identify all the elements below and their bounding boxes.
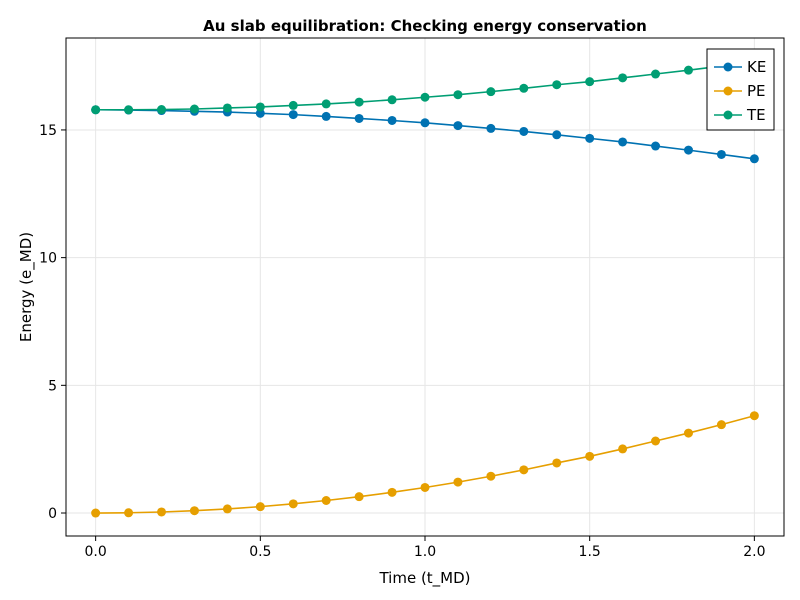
data-point-pe (683, 428, 693, 438)
data-point-te (683, 65, 693, 75)
data-point-ke (354, 113, 364, 123)
x-tick-label: 1.0 (414, 544, 436, 560)
data-point-ke (420, 118, 430, 128)
data-point-ke (749, 154, 759, 164)
legend-marker-te (723, 110, 733, 120)
data-point-ke (387, 115, 397, 125)
x-tick-label: 1.5 (579, 544, 601, 560)
data-point-pe (222, 504, 232, 514)
data-point-te (222, 103, 232, 113)
x-tick-label: 0.0 (85, 544, 107, 560)
data-point-ke (618, 137, 628, 147)
legend-label-te: TE (746, 106, 766, 124)
data-point-ke (255, 108, 265, 118)
data-point-ke (585, 133, 595, 143)
data-point-pe (91, 508, 101, 518)
legend-label-ke: KE (747, 58, 766, 76)
axis-ticks: 0.0 0.5 1.0 1.5 2.0 0 5 10 15 (39, 123, 765, 560)
data-point-te (519, 83, 529, 93)
data-point-pe (749, 411, 759, 421)
data-point-te (288, 100, 298, 110)
y-tick-label: 0 (48, 506, 57, 522)
data-point-te (453, 90, 463, 100)
data-point-pe (321, 496, 331, 506)
y-tick-label: 5 (48, 378, 57, 394)
data-point-pe (157, 507, 167, 517)
data-point-pe (288, 499, 298, 509)
data-point-te (321, 99, 331, 109)
data-point-pe (420, 482, 430, 492)
data-point-pe (716, 420, 726, 430)
data-point-te (354, 97, 364, 107)
chart-title: Au slab equilibration: Checking energy c… (203, 17, 647, 35)
data-point-te (585, 77, 595, 87)
data-point-pe (519, 465, 529, 475)
data-point-te (189, 104, 199, 114)
data-point-ke (486, 123, 496, 133)
data-point-te (387, 95, 397, 105)
data-point-ke (683, 145, 693, 155)
data-point-pe (124, 508, 134, 518)
series-te (91, 56, 759, 115)
legend: KE PE TE (706, 48, 775, 131)
series-lines (91, 56, 759, 518)
data-point-ke (321, 111, 331, 121)
legend-marker-ke (723, 62, 733, 72)
data-point-te (618, 73, 628, 83)
data-point-te (552, 80, 562, 90)
data-point-ke (552, 130, 562, 140)
y-axis-label: Energy (e_MD) (17, 232, 36, 342)
x-tick-label: 0.5 (249, 544, 271, 560)
data-point-ke (288, 110, 298, 120)
data-point-te (651, 69, 661, 79)
data-point-pe (651, 436, 661, 446)
y-tick-label: 10 (39, 251, 57, 267)
data-point-pe (618, 444, 628, 454)
series-pe (91, 411, 759, 518)
data-point-pe (453, 477, 463, 487)
legend-label-pe: PE (747, 82, 766, 100)
data-point-te (255, 102, 265, 112)
data-point-pe (189, 506, 199, 516)
data-point-ke (519, 126, 529, 136)
data-point-te (157, 105, 167, 115)
data-point-te (486, 87, 496, 97)
legend-marker-pe (723, 86, 733, 96)
data-point-pe (486, 471, 496, 481)
data-point-ke (453, 121, 463, 131)
data-point-te (124, 105, 134, 115)
legend-box (706, 48, 775, 131)
data-point-ke (651, 141, 661, 151)
x-tick-label: 2.0 (743, 544, 765, 560)
data-point-pe (354, 492, 364, 502)
data-point-pe (552, 458, 562, 468)
data-point-pe (387, 487, 397, 497)
data-point-pe (255, 502, 265, 512)
data-point-te (91, 105, 101, 115)
data-point-ke (716, 149, 726, 159)
grid-lines (66, 38, 784, 536)
x-axis-label: Time (t_MD) (378, 569, 470, 588)
data-point-te (420, 92, 430, 102)
data-point-pe (585, 451, 595, 461)
y-tick-label: 15 (39, 123, 57, 139)
